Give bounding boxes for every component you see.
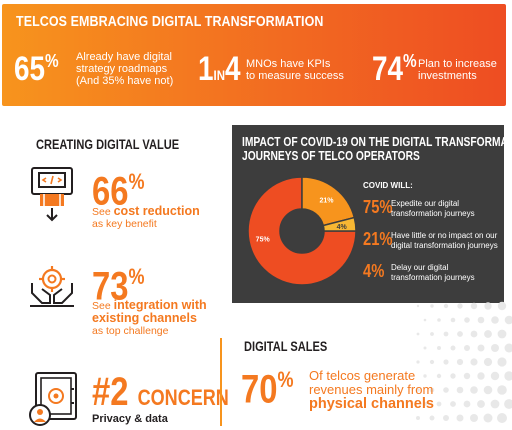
stat-investments-value: 74 [372,50,404,89]
sales-value: 70% [241,367,294,412]
sales-unit: % [277,367,294,392]
stat-kpis-line1: MNOs have KPIs [246,58,331,70]
stat-roadmaps-line2: strategy roadmaps [76,63,168,75]
legend-no-impact-line1: Have little or no impact on our [391,231,498,240]
digital-sales-title: DIGITAL SALES [244,339,328,354]
stat-investments: 74% Plan to increase investments [372,50,497,89]
concern-word: CONCERN [137,385,229,410]
dot-pattern [416,301,512,423]
stat-investments-line1: Plan to increase [418,58,497,70]
legend-delay-line1: Delay our digital [391,263,449,272]
hands-gear-icon [28,263,76,314]
covid-donut-chart: 75% 21% 4% [247,176,357,286]
stat-roadmaps-line1: Already have digital [76,51,173,63]
concern-value: #2 CONCERN [92,372,229,412]
cost-reduction-value: 66% [92,169,145,214]
integration-number: 73 [92,264,129,309]
stat-investments-unit: % [403,50,417,71]
covid-title: IMPACT OF COVID-19 ON THE DIGITAL TRANSF… [242,135,512,163]
integration-post: as top challenge [92,325,169,337]
covid-will-label: COVID WILL: [363,181,413,190]
slice-label-delay: 4% [337,224,348,231]
atm-icon [30,166,74,229]
sales-line3: physical channels [309,396,434,412]
sales-line2: revenues mainly from [309,382,434,397]
integration-bold2: existing channels [92,311,197,325]
cost-reduction-number: 66 [92,169,129,214]
integration-bold1: integration with [113,298,207,312]
stat-kpis: 1IN4 MNOs have KPIs to measure success [198,50,344,88]
stat-roadmaps-line3: (And 35% have not) [76,75,174,87]
integration-desc: See integration with existing channels a… [92,299,207,337]
integration-value: 73% [92,264,145,309]
slice-delay [322,216,357,232]
stat-roadmaps: 65% Already have digital strategy roadma… [14,50,173,89]
stat-roadmaps-unit: % [45,50,59,71]
slice-label-expedite: 75% [256,236,271,243]
sales-line1: Of telcos generate [309,368,416,383]
legend-expedite-line2: transformation journeys [391,208,475,218]
stat-kpis-a: 1 [198,50,214,88]
legend-pct-delay: 4% [363,261,385,281]
slice-expedite [247,176,357,286]
stat-kpis-mid: IN [213,67,225,83]
legend-expedite-line1: Expedite our digital [391,199,460,208]
cost-reduction-pre: See [92,206,111,218]
stat-kpis-b: 4 [224,50,241,88]
sales-desc: Of telcos generate revenues mainly from … [309,368,434,412]
concern-sub: Privacy & data [92,413,168,425]
covid-title-line1: IMPACT OF COVID-19 ON THE DIGITAL TRANSF… [242,135,512,149]
safe-user-icon [28,371,80,430]
legend-pct-expedite: 75% [363,197,393,217]
cost-reduction-post: as key benefit [92,218,157,230]
top-banner: TELCOS EMBRACING DIGITAL TRANSFORMATION … [2,4,506,106]
integration-pre: See [92,300,111,312]
stat-kpis-line2: to measure success [246,70,344,82]
banner-title: TELCOS EMBRACING DIGITAL TRANSFORMATION [16,14,324,30]
legend-pct-no-impact: 21% [363,229,393,249]
covid-panel: IMPACT OF COVID-19 ON THE DIGITAL TRANSF… [232,125,512,303]
creating-value-title: CREATING DIGITAL VALUE [36,137,180,152]
covid-title-line2: JOURNEYS OF TELCO OPERATORS [242,149,420,163]
integration-unit: % [128,264,145,289]
cost-reduction-desc: See cost reduction as key benefit [92,205,200,230]
legend-delay-line2: transformation journeys [391,272,475,282]
cost-reduction-bold: cost reduction [113,204,200,218]
slice-label-no-impact: 21% [320,197,335,204]
legend-no-impact-line2: digital transformation journeys [391,240,498,250]
cost-reduction-unit: % [128,169,145,194]
sales-number: 70 [241,367,278,412]
concern-number: #2 [92,370,129,414]
sales-divider [220,338,222,426]
stat-investments-line2: investments [418,70,477,82]
stat-roadmaps-value: 65 [14,50,46,89]
